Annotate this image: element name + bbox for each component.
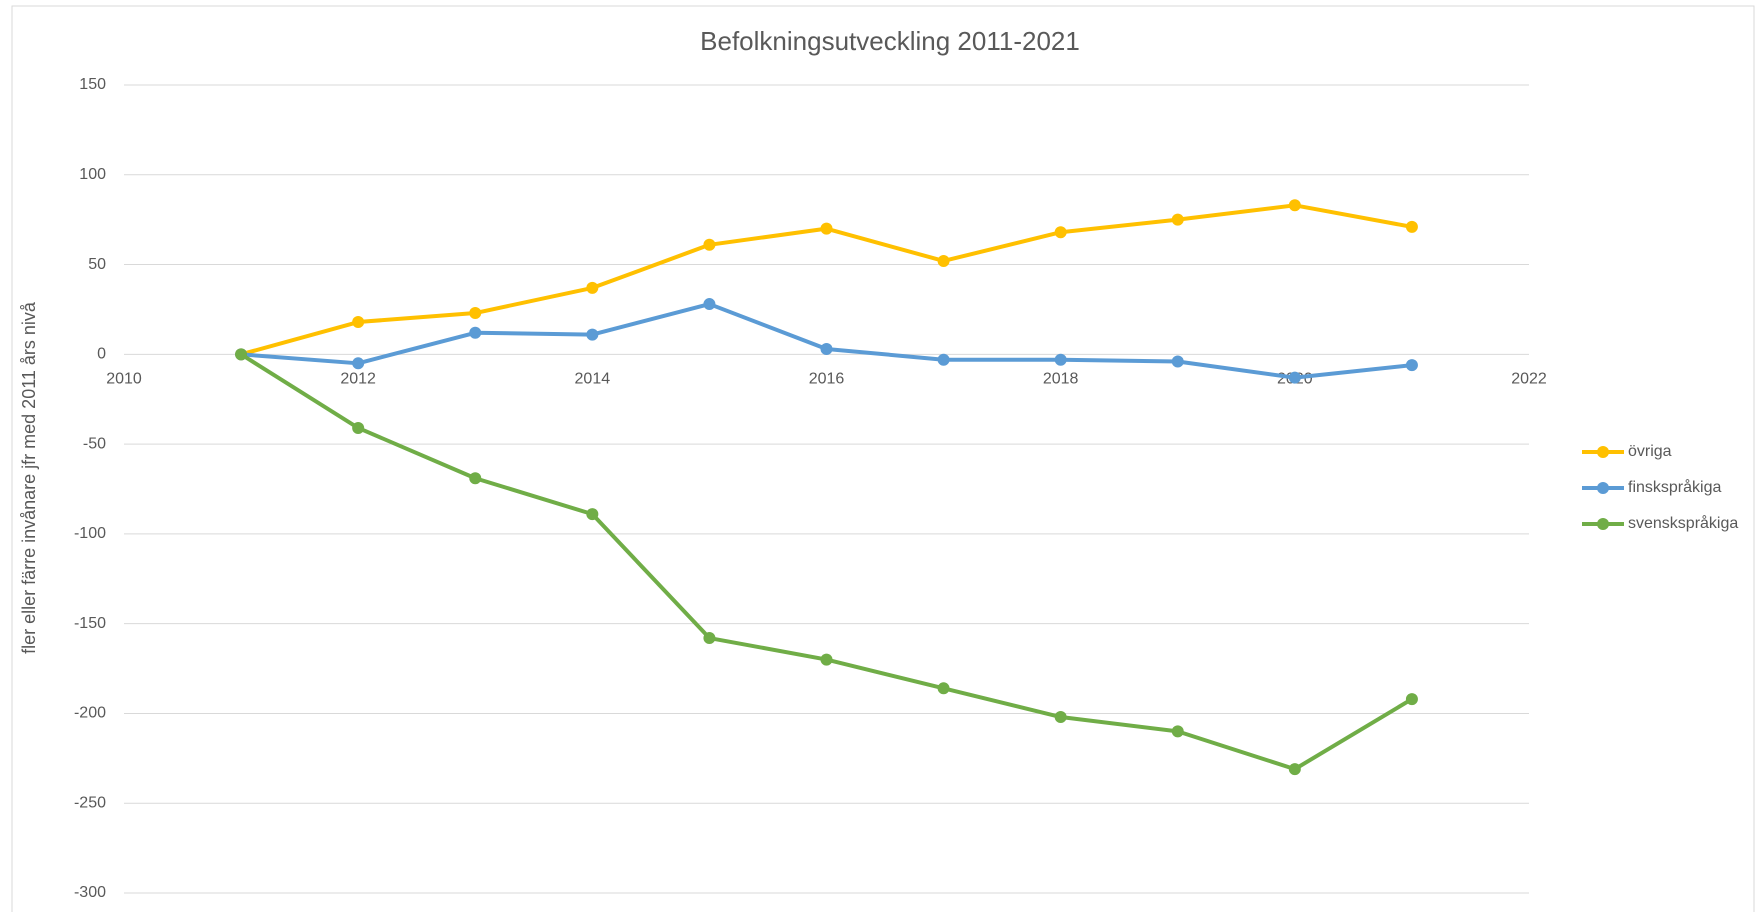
data-point xyxy=(352,316,365,329)
y-tick-label: 50 xyxy=(88,256,106,273)
data-point xyxy=(703,632,716,645)
series-line xyxy=(240,352,1413,772)
data-point xyxy=(937,353,950,366)
legend-label: svenskspråkiga xyxy=(1628,514,1738,532)
data-point xyxy=(1054,353,1067,366)
data-point xyxy=(1405,359,1418,372)
data-point xyxy=(1171,355,1184,368)
data-point xyxy=(703,238,716,251)
legend-label: finskspråkiga xyxy=(1628,478,1721,496)
data-point xyxy=(937,682,950,695)
x-tick-label: 2018 xyxy=(1043,371,1079,388)
chart-title: Befolkningsutveckling 2011-2021 xyxy=(700,26,1080,56)
data-point xyxy=(352,421,365,434)
data-point xyxy=(586,508,599,521)
data-point xyxy=(1054,711,1067,724)
x-tick-label: 2010 xyxy=(106,371,142,388)
series-line xyxy=(240,302,1413,380)
data-point xyxy=(820,342,833,355)
x-tick-label: 2014 xyxy=(575,371,611,388)
x-tick-label: 2012 xyxy=(340,371,376,388)
y-tick-label: -300 xyxy=(74,884,106,901)
x-tick-label: 2022 xyxy=(1511,371,1547,388)
data-point xyxy=(820,653,833,666)
y-tick-label: 100 xyxy=(79,166,106,183)
y-tick-label: -50 xyxy=(83,435,106,452)
data-point xyxy=(1405,220,1418,233)
data-point xyxy=(1054,226,1067,239)
data-point xyxy=(937,254,950,267)
data-point xyxy=(469,472,482,485)
legend-label: övriga xyxy=(1628,443,1672,460)
y-tick-label: 150 xyxy=(79,76,106,93)
y-axis-label: fler eller färre invånare jfr med 2011 å… xyxy=(19,301,39,654)
data-point xyxy=(1171,213,1184,226)
data-point xyxy=(1288,763,1301,776)
data-point xyxy=(469,326,482,339)
data-point xyxy=(703,298,716,311)
data-point xyxy=(1288,371,1301,384)
data-point xyxy=(235,348,248,361)
legend-marker xyxy=(1597,518,1609,530)
data-point xyxy=(586,328,599,341)
y-tick-label: 0 xyxy=(97,346,106,363)
data-point xyxy=(1405,693,1418,706)
y-tick-label: -200 xyxy=(74,705,106,722)
data-point xyxy=(469,307,482,320)
legend-marker xyxy=(1597,482,1609,494)
y-tick-label: -100 xyxy=(74,525,106,542)
legend-marker xyxy=(1597,446,1609,458)
data-point xyxy=(586,281,599,294)
chart-frame xyxy=(11,5,1755,912)
data-point xyxy=(820,222,833,235)
y-tick-label: -250 xyxy=(74,794,106,811)
y-tick-label: -150 xyxy=(74,615,106,632)
data-point xyxy=(352,357,365,370)
x-tick-label: 2016 xyxy=(809,371,845,388)
data-point xyxy=(1171,725,1184,738)
data-point xyxy=(1288,199,1301,212)
